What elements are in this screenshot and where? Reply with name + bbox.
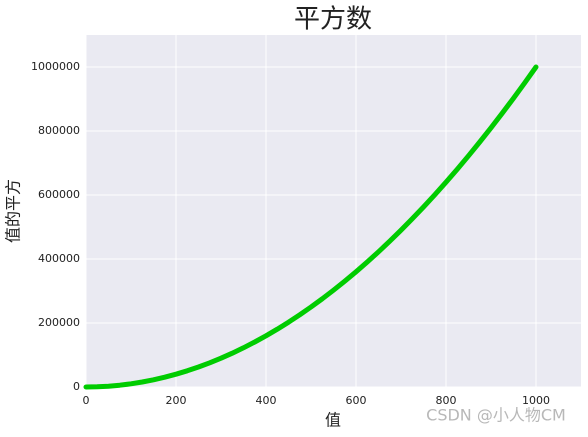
x-tick-label: 1000 bbox=[522, 394, 550, 407]
y-tick-label: 800000 bbox=[38, 124, 80, 137]
y-axis-label: 值的平方 bbox=[4, 179, 23, 243]
y-tick-label: 400000 bbox=[38, 252, 80, 265]
plot-area bbox=[86, 35, 581, 387]
x-tick-label: 200 bbox=[166, 394, 187, 407]
y-tick-label: 0 bbox=[73, 380, 80, 393]
y-tick-label: 1000000 bbox=[31, 60, 80, 73]
watermark: CSDN @小人物CM bbox=[426, 406, 566, 425]
x-tick-label: 800 bbox=[436, 394, 457, 407]
x-tick-label: 400 bbox=[256, 394, 277, 407]
x-axis-label: 值 bbox=[325, 411, 341, 430]
chart-title: 平方数 bbox=[294, 5, 372, 35]
x-tick-label: 600 bbox=[346, 394, 367, 407]
data-line bbox=[83, 64, 539, 390]
y-tick-label: 600000 bbox=[38, 188, 80, 201]
y-tick-label: 200000 bbox=[38, 316, 80, 329]
x-tick-label: 0 bbox=[83, 394, 90, 407]
